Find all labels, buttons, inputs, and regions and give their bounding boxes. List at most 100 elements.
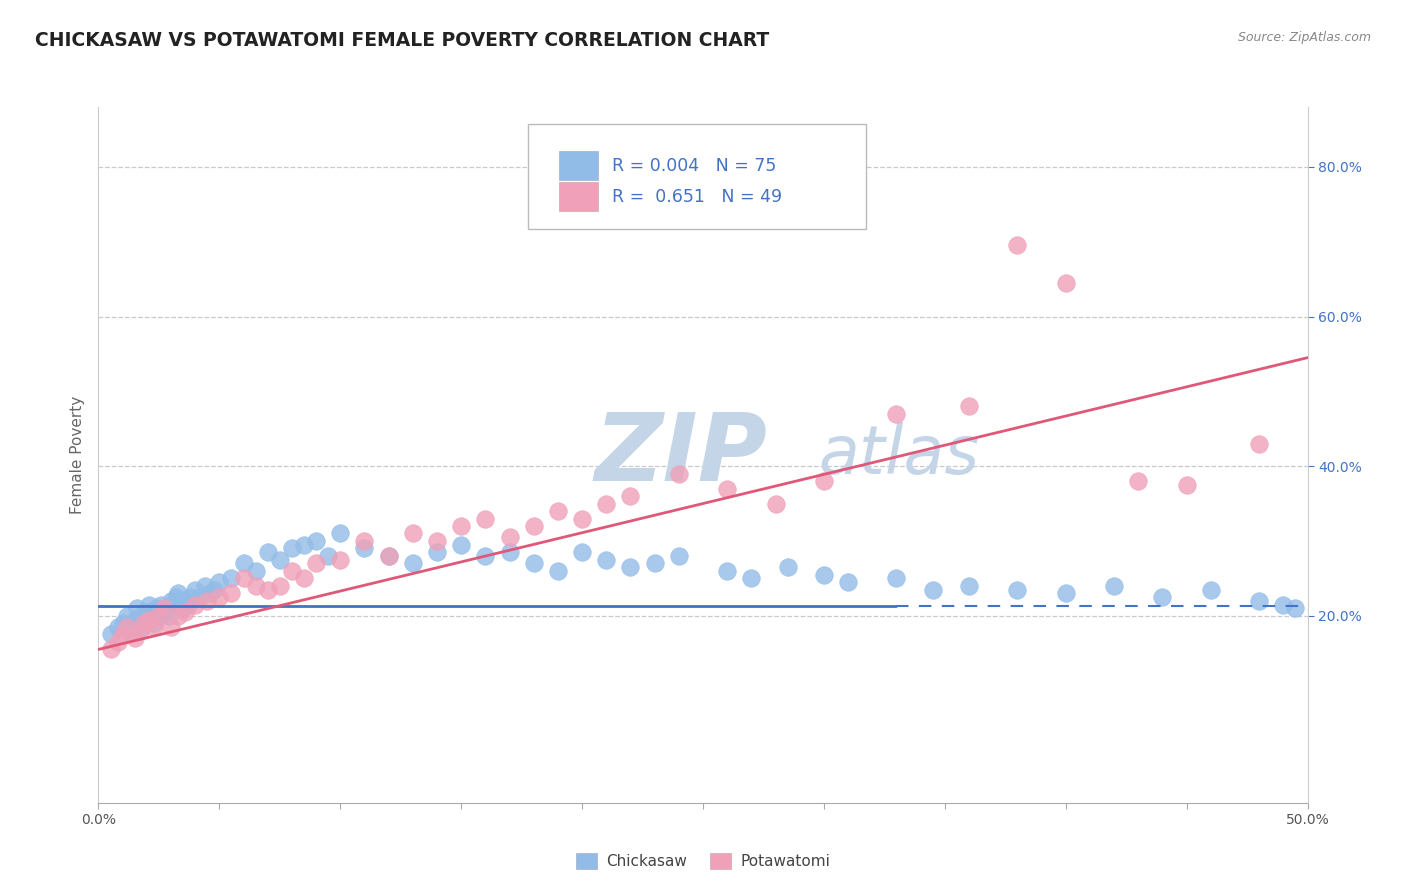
Point	[716, 564, 738, 578]
Point	[150, 598, 173, 612]
Point	[1054, 586, 1077, 600]
Point	[174, 605, 197, 619]
Point	[305, 557, 328, 571]
Point	[134, 613, 156, 627]
Point	[162, 598, 184, 612]
Point	[167, 586, 190, 600]
Point	[402, 526, 425, 541]
Point	[377, 549, 399, 563]
Point	[813, 474, 835, 488]
Point	[179, 590, 201, 604]
Point	[474, 511, 496, 525]
Point	[152, 601, 174, 615]
Point	[571, 511, 593, 525]
Point	[111, 616, 134, 631]
Point	[1175, 478, 1198, 492]
Point	[269, 552, 291, 566]
Point	[474, 549, 496, 563]
Point	[148, 608, 170, 623]
Point	[377, 549, 399, 563]
Point	[1152, 590, 1174, 604]
Point	[957, 579, 980, 593]
Point	[155, 601, 177, 615]
Point	[402, 557, 425, 571]
Point	[188, 590, 211, 604]
Point	[135, 605, 157, 619]
Point	[221, 586, 243, 600]
Point	[172, 601, 194, 615]
Point	[143, 616, 166, 631]
Point	[1054, 276, 1077, 290]
Point	[169, 594, 191, 608]
Point	[329, 552, 352, 566]
Point	[128, 608, 150, 623]
Point	[107, 635, 129, 649]
Point	[644, 557, 666, 571]
Point	[450, 538, 472, 552]
Point	[111, 627, 134, 641]
Point	[595, 552, 617, 566]
Point	[143, 620, 166, 634]
Point	[177, 598, 200, 612]
Point	[117, 620, 139, 634]
Point	[256, 582, 278, 597]
Point	[765, 497, 787, 511]
Point	[167, 608, 190, 623]
Point	[1199, 582, 1222, 597]
Point	[450, 519, 472, 533]
Text: R =  0.651   N = 49: R = 0.651 N = 49	[613, 187, 782, 205]
Point	[813, 567, 835, 582]
Point	[174, 594, 197, 608]
Point	[776, 560, 799, 574]
Point	[198, 586, 221, 600]
Point	[1249, 594, 1271, 608]
Point	[152, 605, 174, 619]
Bar	[560, 182, 598, 211]
Point	[184, 598, 207, 612]
Point	[498, 545, 520, 559]
Point	[100, 627, 122, 641]
Point	[1249, 436, 1271, 450]
Point	[1102, 579, 1125, 593]
Point	[740, 571, 762, 585]
Point	[148, 608, 170, 623]
Point	[426, 545, 449, 559]
Point	[100, 642, 122, 657]
Point	[134, 616, 156, 631]
Point	[292, 571, 315, 585]
Point	[145, 601, 167, 615]
Point	[353, 541, 375, 556]
Y-axis label: Female Poverty: Female Poverty	[69, 396, 84, 514]
Point	[160, 620, 183, 634]
Point	[232, 571, 254, 585]
Text: atlas: atlas	[818, 422, 979, 488]
Point	[138, 598, 160, 612]
Point	[921, 582, 943, 597]
Legend: Chickasaw, Potawatomi: Chickasaw, Potawatomi	[569, 847, 837, 875]
Point	[194, 579, 217, 593]
Point	[165, 590, 187, 604]
Point	[269, 579, 291, 593]
Point	[668, 467, 690, 481]
Point	[1128, 474, 1150, 488]
Point	[523, 557, 546, 571]
Point	[281, 564, 304, 578]
Point	[957, 399, 980, 413]
FancyBboxPatch shape	[527, 124, 866, 229]
Point	[1007, 238, 1029, 252]
Point	[281, 541, 304, 556]
Point	[595, 497, 617, 511]
Point	[305, 533, 328, 548]
Point	[245, 564, 267, 578]
Text: CHICKASAW VS POTAWATOMI FEMALE POVERTY CORRELATION CHART: CHICKASAW VS POTAWATOMI FEMALE POVERTY C…	[35, 31, 769, 50]
Point	[1007, 582, 1029, 597]
Point	[124, 613, 146, 627]
Point	[117, 608, 139, 623]
Point	[184, 582, 207, 597]
Point	[498, 530, 520, 544]
Point	[886, 407, 908, 421]
Point	[716, 482, 738, 496]
Point	[131, 620, 153, 634]
Point	[157, 608, 180, 623]
Point	[128, 624, 150, 638]
